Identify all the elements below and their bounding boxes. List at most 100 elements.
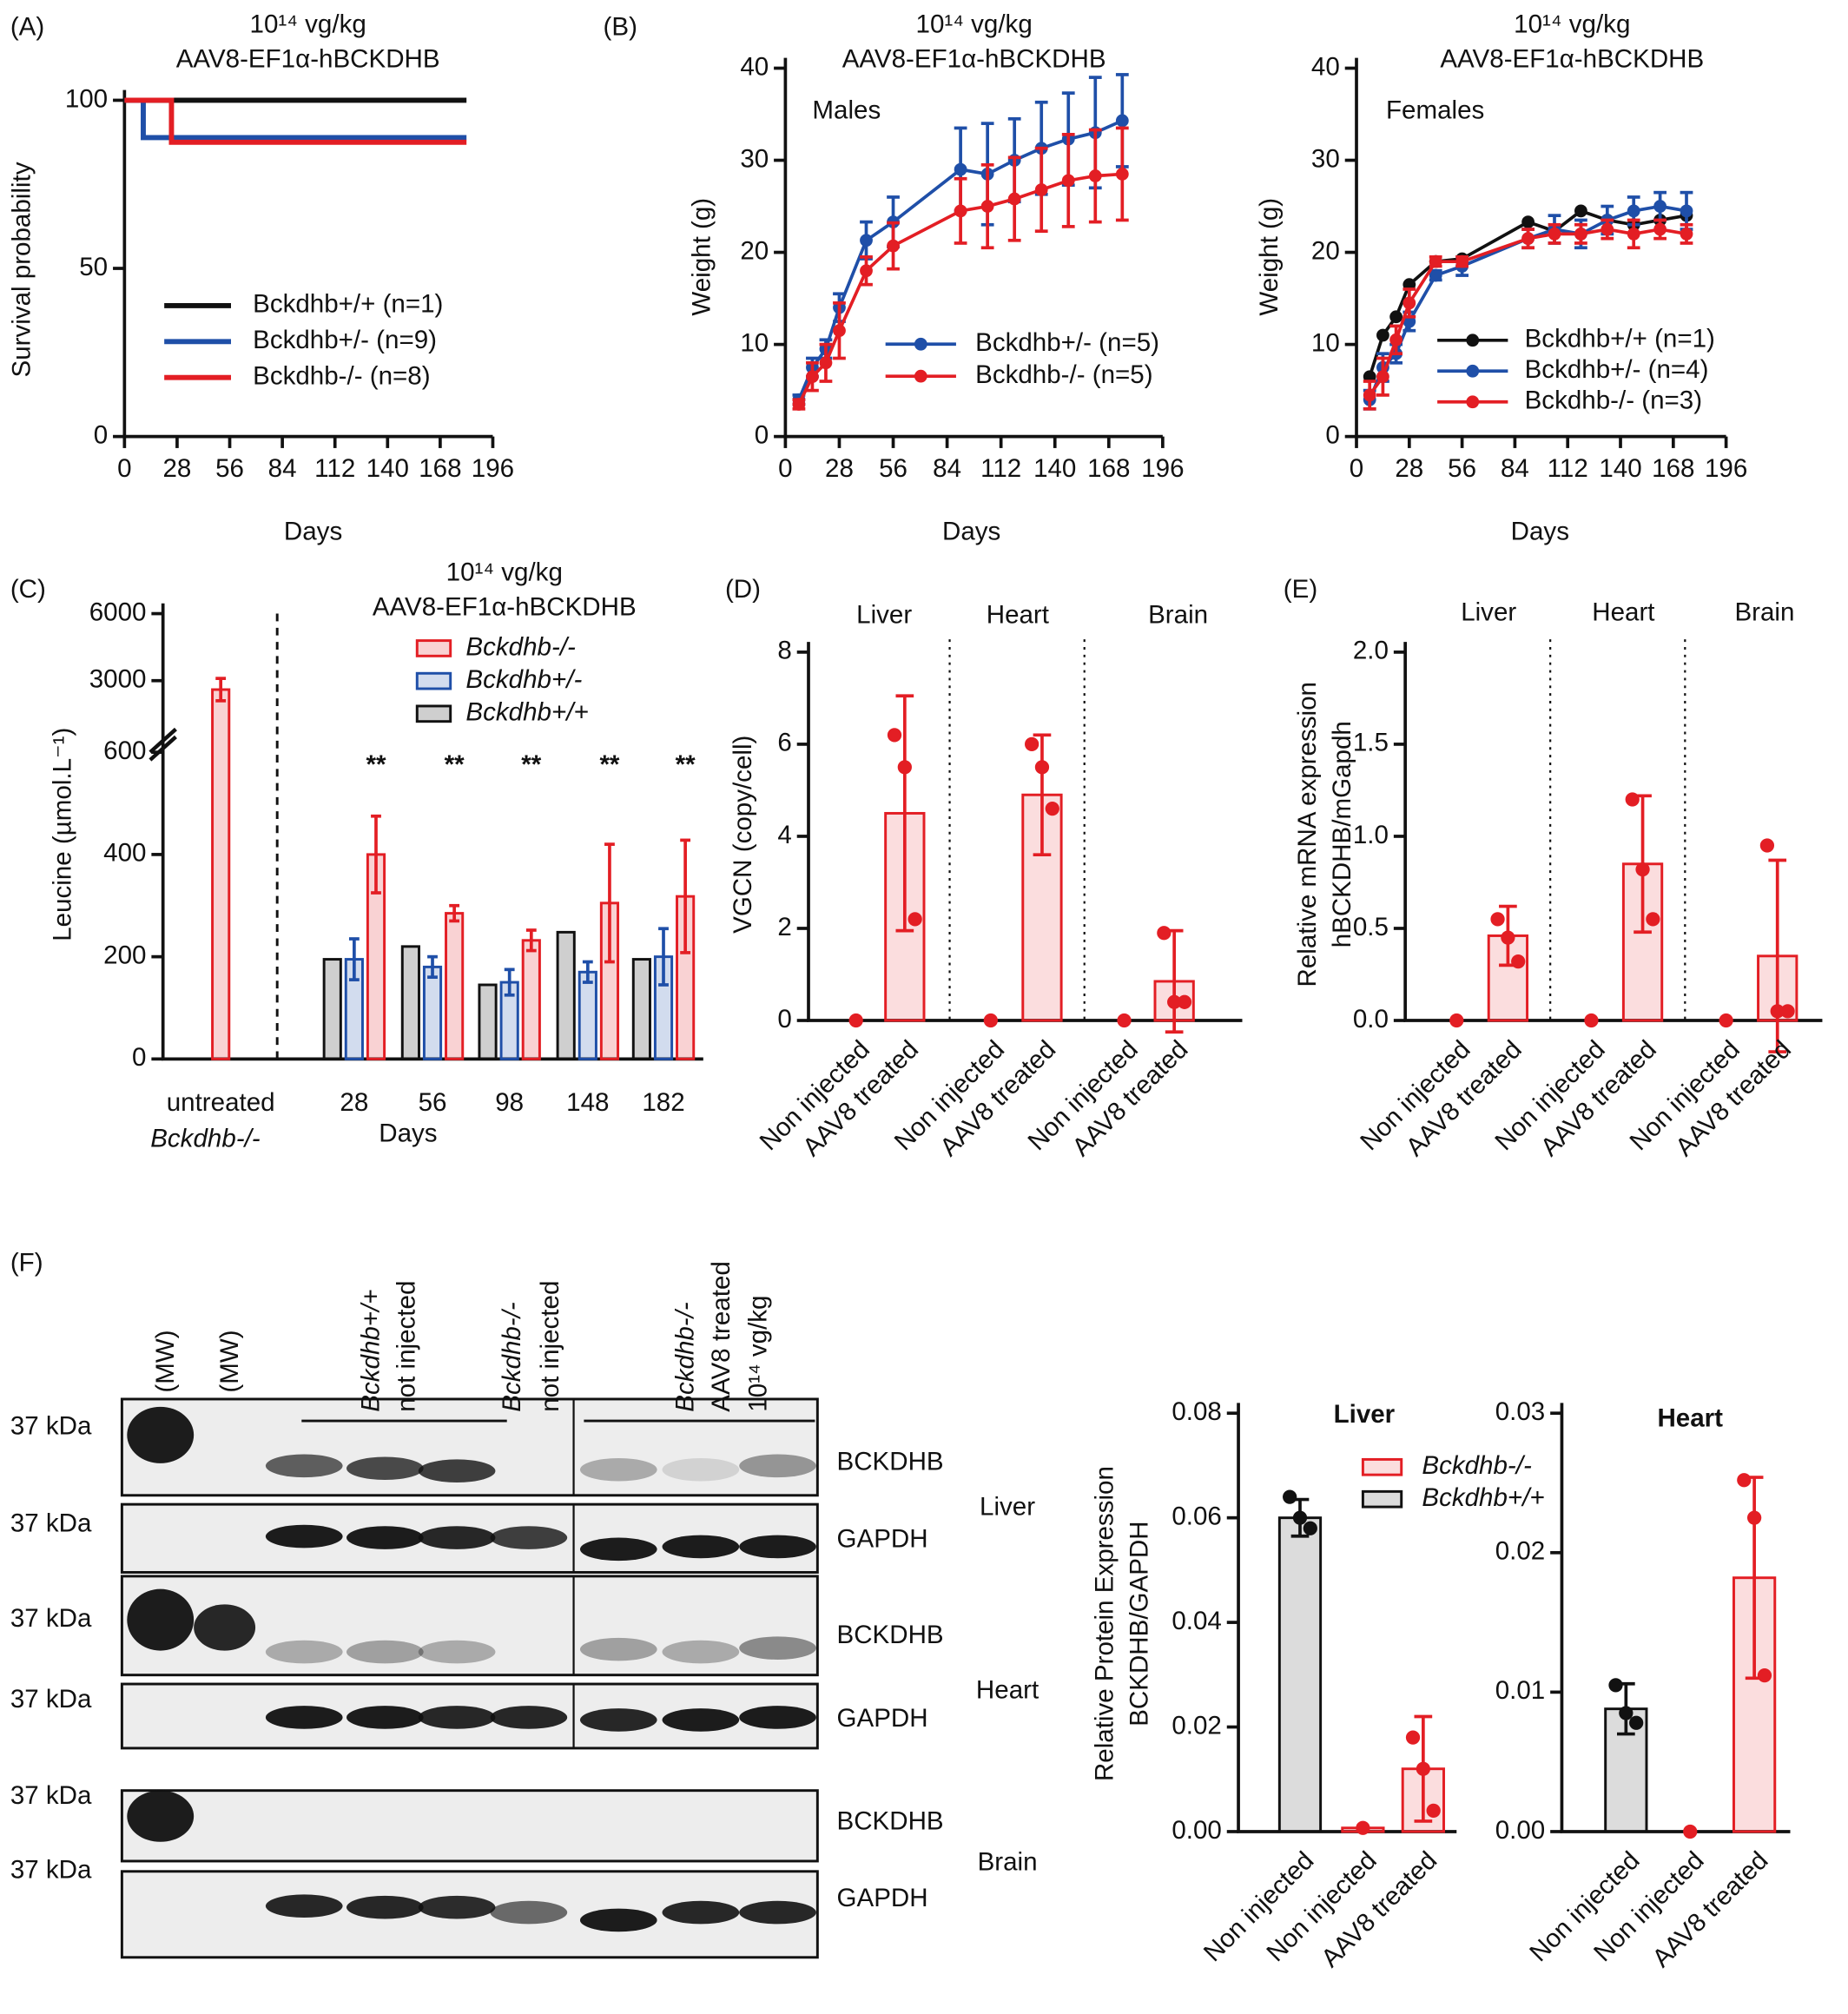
bar xyxy=(445,912,465,1060)
blot-band xyxy=(346,1706,424,1729)
bar xyxy=(322,958,342,1060)
blot-band xyxy=(265,1640,343,1664)
y-tick-label: 20 xyxy=(1311,236,1340,265)
y-tick-label: 0.5 xyxy=(1353,913,1389,941)
bar xyxy=(422,965,443,1060)
legend-label: Bckdhb+/+ xyxy=(1422,1483,1544,1512)
legend-swatch xyxy=(415,704,452,723)
chart-title: AAV8-EF1α-hBCKDHB xyxy=(373,592,637,621)
x-tick-label: 84 xyxy=(1501,454,1529,483)
size-label: 37 kDa xyxy=(10,1604,92,1633)
x-tick-label: 140 xyxy=(1599,454,1641,483)
x-tick-label: 196 xyxy=(1705,454,1747,483)
point xyxy=(1719,1013,1733,1028)
blot-band xyxy=(490,1526,568,1549)
point xyxy=(1115,168,1129,181)
y-tick-label: 10 xyxy=(1311,328,1340,357)
point xyxy=(1490,912,1505,927)
x-tick-label: 168 xyxy=(1652,454,1694,483)
blot-box xyxy=(120,1789,819,1863)
significance: ** xyxy=(599,750,619,779)
panel-label: (C) xyxy=(10,575,46,604)
bar xyxy=(400,945,420,1060)
size-label: 37 kDa xyxy=(10,1685,92,1714)
lane-label: Bckdhb-/- xyxy=(670,1302,699,1412)
panel-label: (D) xyxy=(725,575,761,604)
point xyxy=(792,398,806,411)
legend-label: Bckdhb+/+ (n=1) xyxy=(1525,325,1715,353)
legend-label: Bckdhb+/- (n=5) xyxy=(975,328,1159,357)
point xyxy=(1548,227,1561,241)
tissue-label: Heart xyxy=(976,1676,1039,1705)
group-label: Liver xyxy=(856,600,912,629)
x-tick-label: 168 xyxy=(1087,454,1130,483)
point xyxy=(1045,802,1059,816)
panel-label: (A) xyxy=(10,13,44,42)
blot-band xyxy=(418,1706,496,1729)
legend-label: Bckdhb-/- (n=3) xyxy=(1525,386,1702,415)
point xyxy=(1770,1004,1785,1019)
y-axis-label: Leucine (µmol.L⁻¹) xyxy=(49,728,77,941)
point xyxy=(1426,1803,1441,1819)
legend-label: Bckdhb+/- (n=4) xyxy=(1525,355,1709,384)
point xyxy=(1521,232,1534,246)
point xyxy=(1608,1678,1623,1693)
y-axis-label: BCKDHB/GAPDH xyxy=(1125,1521,1154,1726)
point xyxy=(1177,994,1192,1009)
point xyxy=(908,912,922,927)
bar xyxy=(521,939,541,1060)
x-tick-label: 0 xyxy=(1350,454,1363,483)
y-axis-label: Relative Protein Expression xyxy=(1091,1466,1119,1781)
point xyxy=(1356,1820,1370,1835)
series-line xyxy=(124,97,467,141)
x-tick-label: 28 xyxy=(340,1088,368,1117)
point xyxy=(1680,204,1693,218)
blot-band xyxy=(662,1640,740,1664)
point xyxy=(1574,227,1587,241)
blot-band xyxy=(418,1526,496,1549)
y-tick-label: 30 xyxy=(1311,144,1340,173)
x-tick-label: 84 xyxy=(268,454,297,483)
blot-band xyxy=(579,1537,657,1562)
chart-title: AAV8-EF1α-hBCKDHB xyxy=(842,44,1106,73)
point xyxy=(954,204,967,218)
point xyxy=(1402,296,1416,310)
blot-band xyxy=(265,1454,343,1478)
blot-band xyxy=(265,1706,343,1729)
blot-band xyxy=(579,1908,657,1932)
y-tick-label: 100 xyxy=(65,84,108,113)
point xyxy=(1653,222,1666,236)
legend-swatch xyxy=(1361,1457,1403,1476)
y-tick-label: 600 xyxy=(103,736,146,765)
lane-label: (MW) xyxy=(151,1330,180,1392)
point xyxy=(897,760,912,775)
point xyxy=(1746,1510,1762,1525)
blot-band xyxy=(127,1588,195,1651)
y-tick-label: 8 xyxy=(777,637,791,665)
blot-band xyxy=(346,1526,424,1549)
x-tick-label: Bckdhb-/- xyxy=(150,1124,261,1152)
y-tick-label: 0.00 xyxy=(1495,1816,1546,1845)
legend-marker xyxy=(1466,395,1480,409)
point xyxy=(1157,926,1172,941)
size-label: 37 kDa xyxy=(10,1781,92,1810)
legend-swatch xyxy=(415,639,452,657)
x-tick-label: 98 xyxy=(495,1088,524,1117)
y-tick-label: 30 xyxy=(740,144,769,173)
lane-label: Bckdhb+/+ xyxy=(356,1289,385,1411)
point xyxy=(1521,215,1534,228)
series-line xyxy=(124,97,467,145)
blot-band xyxy=(418,1640,496,1664)
protein-label: GAPDH xyxy=(837,1884,928,1912)
point xyxy=(848,1013,863,1028)
point xyxy=(1780,1004,1795,1019)
tissue-label: Brain xyxy=(978,1848,1038,1877)
point xyxy=(887,728,902,743)
y-tick-label: 6000 xyxy=(89,598,147,626)
lane-label: not injected xyxy=(536,1281,564,1412)
point xyxy=(1061,174,1075,188)
point xyxy=(1646,912,1660,927)
x-tick-label: 28 xyxy=(1395,454,1423,483)
bar xyxy=(578,970,597,1060)
